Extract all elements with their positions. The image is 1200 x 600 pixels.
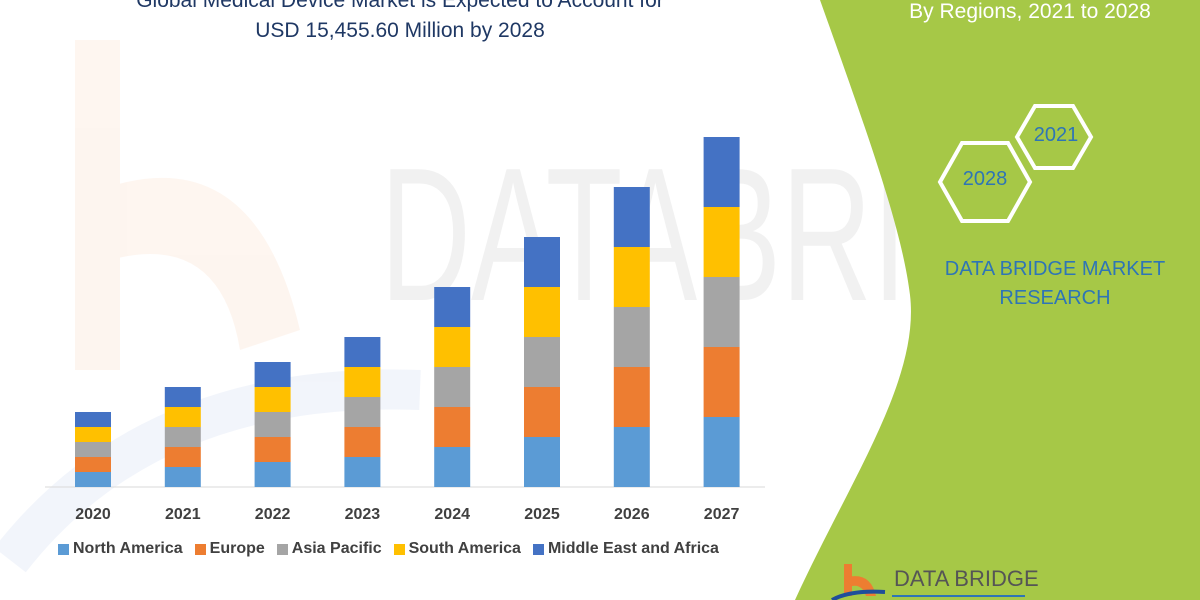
bar-segment-2023-1 — [344, 427, 381, 457]
bar-segment-2026-2 — [613, 307, 650, 367]
logo-icon — [831, 564, 886, 600]
x-tick-label: 2026 — [614, 506, 650, 523]
bar-segment-2023-2 — [344, 397, 381, 427]
bar-segment-2026-3 — [613, 247, 650, 307]
x-tick-label: 2020 — [75, 506, 111, 523]
bar-segment-2020-0 — [75, 472, 111, 487]
x-tick-label: 2025 — [524, 506, 560, 523]
x-tick-labels: 2020 2021 2022 2023 2024 2025 2026 2027 — [75, 506, 739, 523]
bar-segment-2021-3 — [164, 407, 201, 427]
x-tick-label: 2021 — [165, 506, 201, 523]
legend-swatch — [58, 543, 69, 555]
bar-segment-2027-4 — [703, 137, 740, 207]
bar-segment-2021-1 — [164, 447, 201, 467]
bars — [75, 137, 740, 487]
hexagon-2028 — [937, 141, 1033, 223]
legend-label: South America — [408, 540, 521, 557]
bar-segment-2022-0 — [254, 462, 291, 487]
bar-segment-2022-2 — [254, 412, 291, 437]
hex-label-2028: 2028 — [962, 168, 1008, 190]
title-line-1: Global Medical Device Market is Expected… — [136, 0, 664, 12]
bar-segment-2020-3 — [75, 427, 111, 442]
legend-swatch — [276, 543, 288, 555]
title-line-2: USD 15,455.60 Million by 2028 — [255, 19, 545, 42]
bar-segment-2024-4 — [434, 287, 471, 327]
hex-label-2021: 2021 — [1033, 124, 1079, 146]
legend-item: Asia Pacific — [276, 540, 382, 558]
bar-segment-2025-0 — [524, 437, 560, 487]
bar-segment-2027-3 — [703, 207, 740, 277]
legend-label: North America — [73, 540, 183, 557]
bar-segment-2024-0 — [434, 447, 471, 487]
legend-label: Middle East and Africa — [547, 540, 719, 557]
bar-segment-2025-2 — [524, 337, 560, 387]
bar-segment-2024-3 — [434, 327, 471, 367]
bar-segment-2023-4 — [344, 337, 381, 367]
hexagon-2021 — [1014, 104, 1094, 170]
bar-segment-2026-1 — [613, 367, 650, 427]
bar-segment-2026-4 — [613, 187, 650, 247]
bar-segment-2022-4 — [254, 362, 291, 387]
legend-swatch — [393, 543, 405, 555]
x-tick-label: 2027 — [704, 506, 740, 523]
legend-item: North America — [58, 540, 183, 558]
bar-segment-2023-3 — [344, 367, 381, 397]
legend-label: Europe — [209, 540, 265, 557]
x-tick-label: 2023 — [345, 506, 381, 523]
green-panel — [795, 0, 1200, 600]
bar-segment-2025-1 — [524, 387, 560, 437]
legend-item: Middle East and Africa — [532, 540, 719, 558]
bar-segment-2025-3 — [524, 287, 560, 337]
x-tick-label: 2022 — [255, 506, 291, 523]
panel-subtitle: By Regions, 2021 to 2028 — [909, 0, 1151, 23]
legend-label: Asia Pacific — [291, 540, 382, 557]
bar-segment-2023-0 — [344, 457, 381, 487]
brand-name: DATA BRIDGE MARKET RESEARCH — [944, 258, 1166, 309]
bar-segment-2027-2 — [703, 277, 740, 347]
legend-swatch — [194, 543, 206, 555]
bar-segment-2022-1 — [254, 437, 291, 462]
bar-segment-2025-4 — [524, 237, 560, 287]
bar-segment-2021-2 — [164, 427, 201, 447]
bar-segment-2027-1 — [703, 347, 740, 417]
x-tick-label: 2024 — [434, 506, 470, 523]
legend-item: Europe — [194, 540, 265, 558]
bar-segment-2021-0 — [164, 467, 201, 487]
bar-segment-2022-3 — [254, 387, 291, 412]
bar-segment-2024-2 — [434, 367, 471, 407]
legend: North America Europe Asia Pacific South … — [58, 540, 719, 558]
legend-item: South America — [393, 540, 521, 558]
logo-text: DATA BRIDGE — [894, 566, 1039, 591]
bar-segment-2024-1 — [434, 407, 471, 447]
bar-segment-2027-0 — [703, 417, 740, 487]
bar-segment-2020-2 — [75, 442, 111, 457]
bar-segment-2021-4 — [164, 387, 201, 407]
legend-swatch — [532, 543, 544, 555]
bar-segment-2020-4 — [75, 412, 111, 427]
bar-segment-2026-0 — [613, 427, 650, 487]
bar-segment-2020-1 — [75, 457, 111, 472]
